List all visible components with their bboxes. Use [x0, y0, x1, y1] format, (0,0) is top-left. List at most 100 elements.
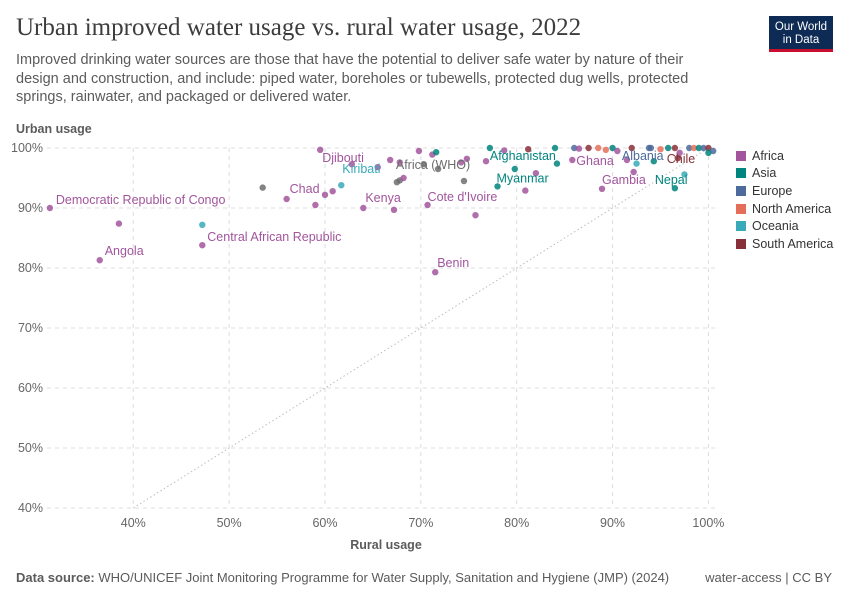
data-point[interactable] — [551, 144, 559, 152]
data-point[interactable] — [628, 144, 635, 152]
data-point[interactable] — [321, 191, 329, 198]
data-point[interactable] — [374, 164, 381, 171]
labeled-data-point[interactable] — [674, 155, 681, 162]
data-point[interactable] — [623, 156, 631, 164]
data-point[interactable] — [609, 144, 616, 152]
point-label[interactable]: Kenya — [365, 191, 400, 205]
data-point[interactable] — [705, 149, 712, 156]
legend-item[interactable]: Asia — [736, 165, 833, 183]
data-point[interactable] — [594, 144, 602, 152]
labeled-data-point[interactable] — [598, 185, 606, 192]
point-label[interactable]: Afghanistan — [490, 149, 556, 163]
data-point[interactable] — [434, 165, 442, 173]
data-point[interactable] — [553, 160, 561, 167]
point-label[interactable]: Central African Republic — [207, 230, 341, 244]
data-point[interactable] — [525, 146, 532, 153]
point-label[interactable]: Kiribati — [342, 162, 380, 176]
point-label[interactable]: Albania — [622, 149, 664, 163]
data-point[interactable] — [501, 147, 508, 154]
point-label[interactable]: Cote d'Ivoire — [428, 190, 498, 204]
data-point[interactable] — [259, 184, 266, 191]
data-point[interactable] — [705, 144, 712, 152]
labeled-data-point[interactable] — [46, 204, 54, 212]
data-point[interactable] — [630, 168, 637, 176]
labeled-data-point[interactable] — [393, 179, 401, 186]
data-point[interactable] — [460, 177, 468, 185]
labeled-data-point[interactable] — [96, 257, 103, 264]
labeled-data-point[interactable] — [283, 195, 290, 203]
data-point[interactable] — [671, 144, 679, 152]
data-point[interactable] — [650, 158, 657, 165]
point-label[interactable]: Chad — [290, 182, 320, 196]
data-point[interactable] — [532, 170, 540, 177]
data-source-label: Data source: — [16, 570, 95, 585]
labeled-data-point[interactable] — [647, 144, 655, 152]
legend-label: Oceania — [752, 219, 799, 234]
data-point[interactable] — [511, 165, 518, 173]
labeled-data-point[interactable] — [432, 269, 439, 276]
owid-logo[interactable]: Our World in Data — [769, 16, 833, 52]
point-label[interactable]: Nepal — [655, 173, 688, 187]
data-point[interactable] — [633, 160, 640, 167]
data-point[interactable] — [571, 144, 578, 152]
legend-item[interactable]: North America — [736, 200, 833, 218]
data-point[interactable] — [457, 159, 465, 166]
data-point[interactable] — [390, 206, 398, 213]
legend-label: Asia — [752, 166, 777, 181]
data-point[interactable] — [602, 146, 610, 153]
data-point[interactable] — [657, 146, 664, 153]
y-tick-label: 40% — [18, 501, 43, 515]
point-label[interactable]: Gambia — [602, 173, 646, 187]
point-label[interactable]: Africa (WHO) — [396, 158, 470, 172]
data-point[interactable] — [575, 145, 583, 152]
data-point[interactable] — [695, 144, 703, 152]
data-point[interactable] — [400, 174, 407, 182]
data-point[interactable] — [432, 149, 440, 156]
data-point[interactable] — [348, 161, 356, 168]
labeled-data-point[interactable] — [424, 201, 431, 209]
legend-item[interactable]: Oceania — [736, 217, 833, 235]
legend-item[interactable]: South America — [736, 235, 833, 253]
data-point[interactable] — [686, 144, 693, 152]
data-point[interactable] — [386, 156, 394, 164]
labeled-data-point[interactable] — [360, 204, 367, 212]
labeled-data-point[interactable] — [671, 185, 679, 192]
footer-license[interactable]: water-access | CC BY — [705, 570, 832, 585]
data-point[interactable] — [664, 144, 672, 152]
point-label[interactable]: Benin — [437, 256, 469, 270]
labeled-data-point[interactable] — [569, 156, 576, 164]
point-label[interactable]: Angola — [105, 244, 144, 258]
reference-line — [133, 147, 709, 509]
legend-item[interactable]: Europe — [736, 182, 833, 200]
data-point[interactable] — [329, 188, 336, 195]
x-tick-label: 80% — [504, 516, 529, 530]
point-label[interactable]: Djibouti — [322, 151, 364, 165]
data-point[interactable] — [522, 187, 529, 194]
data-point[interactable] — [700, 144, 707, 152]
data-point[interactable] — [676, 149, 683, 156]
data-point[interactable] — [681, 171, 688, 178]
data-point[interactable] — [312, 201, 319, 209]
labeled-data-point[interactable] — [338, 182, 345, 189]
point-label[interactable]: Myanmar — [497, 171, 549, 185]
point-label[interactable]: Chile — [667, 152, 696, 166]
point-label[interactable]: Ghana — [576, 154, 614, 168]
labeled-data-point[interactable] — [494, 183, 501, 190]
labeled-data-point[interactable] — [199, 242, 206, 249]
point-label[interactable]: Democratic Republic of Congo — [56, 193, 226, 207]
data-point[interactable] — [463, 155, 471, 162]
data-point[interactable] — [614, 147, 621, 155]
legend-item[interactable]: Africa — [736, 147, 833, 165]
labeled-data-point[interactable] — [486, 144, 494, 152]
data-point[interactable] — [690, 144, 698, 152]
data-point[interactable] — [585, 144, 592, 152]
data-point[interactable] — [199, 221, 206, 228]
data-point[interactable] — [415, 147, 423, 155]
data-point[interactable] — [115, 220, 123, 227]
labeled-data-point[interactable] — [316, 146, 324, 153]
data-point[interactable] — [396, 159, 403, 166]
data-point[interactable] — [472, 212, 479, 219]
data-point[interactable] — [482, 158, 490, 165]
data-point[interactable] — [420, 161, 427, 168]
legend-label: South America — [752, 236, 834, 251]
